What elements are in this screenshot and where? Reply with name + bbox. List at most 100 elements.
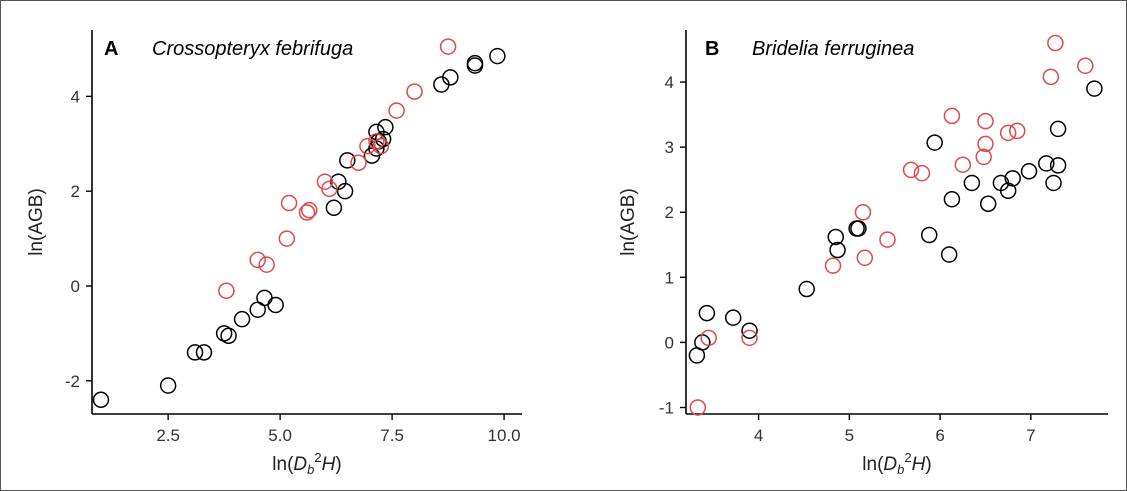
- panel-a: 2.5 5.0 7.5 10.0 -2 0 2 4 A Crossopteryx febrif…: [26, 30, 522, 477]
- panel-a-black-point: [374, 130, 392, 148]
- panel-a-red-point: [300, 201, 318, 219]
- panel-a-red-point: [278, 230, 296, 247]
- panel-a-black-point: [339, 152, 356, 169]
- panel-b-black-point: [798, 280, 815, 298]
- panel-b-black-point: [698, 304, 716, 322]
- panel-b-red-point: [902, 161, 920, 179]
- panel-b-red-point: [1008, 122, 1026, 140]
- panel-a-black-point: [466, 57, 484, 74]
- panel-b-black-point: [979, 195, 997, 213]
- panel-b-red-point: [975, 148, 992, 166]
- panel-b-red-point: [1077, 57, 1094, 75]
- panel-a-y-tick-label: 2: [71, 182, 80, 201]
- panel-b-red-point: [856, 249, 874, 267]
- panel-b-black-point: [1045, 174, 1062, 192]
- panel-b: 4 5 6 7 -1 0 1 2 3 4 B Bridelia ferruginea ln(Db2…: [618, 30, 1108, 477]
- panel-b-black-point: [1038, 155, 1055, 172]
- panel-b-red-point: [689, 399, 707, 416]
- panel-b-black-point: [827, 228, 844, 246]
- panel-a-black-point: [233, 310, 251, 328]
- panel-b-black-point: [1049, 120, 1067, 138]
- panel-b-y-tick-label: 4: [665, 73, 674, 92]
- panel-a-red-point: [372, 137, 390, 155]
- panel-b-red-point: [913, 164, 931, 182]
- panel-b-black-point: [1020, 162, 1038, 180]
- panel-a-black-point: [377, 118, 394, 136]
- panel-b-black-point: [1004, 170, 1021, 187]
- panel-b-black-point: [926, 134, 943, 151]
- panel-b-black-point: [829, 241, 846, 259]
- panel-a-x-tick-label: 2.5: [156, 426, 180, 445]
- panel-b-black-point: [1049, 157, 1067, 174]
- panel-b-red-point: [1047, 34, 1064, 52]
- panel-a-red-point: [321, 180, 338, 198]
- panel-b-x-tick-label: 6: [935, 426, 944, 445]
- panel-b-red-point: [854, 203, 872, 221]
- panel-b-y-tick-label: 2: [665, 203, 674, 222]
- panel-a-red-point: [218, 282, 235, 299]
- panel-a-black-point: [220, 327, 237, 345]
- panel-a-red-point: [406, 83, 423, 100]
- panel-a-red-point: [249, 251, 266, 269]
- panel-a-black-point: [195, 344, 213, 361]
- panel-b-x-tick-label: 4: [754, 426, 763, 445]
- panel-b-red-point: [954, 156, 972, 173]
- panel-a-red-point: [298, 204, 316, 221]
- panel-b-letter: B: [705, 38, 719, 60]
- panel-a-black-point: [336, 182, 354, 200]
- panel-a-letter: A: [104, 38, 118, 60]
- panel-b-red-point: [824, 257, 842, 274]
- panel-a-black-point: [267, 296, 284, 314]
- panel-b-black-point: [963, 174, 981, 192]
- panel-a-y-tick-label: 0: [71, 277, 80, 296]
- panel-b-y-tick-label: 3: [665, 138, 674, 157]
- panel-b-x-tick-label: 5: [845, 426, 854, 445]
- panel-a-black-point: [186, 344, 204, 361]
- panel-b-red-point: [741, 329, 758, 347]
- panel-a-y-axis-title: ln(AGB): [26, 188, 47, 256]
- panel-b-red-point: [977, 112, 994, 130]
- panel-a-x-tick-label: 7.5: [380, 426, 404, 445]
- panel-b-black-point: [999, 182, 1017, 200]
- panel-a-black-point: [325, 199, 343, 217]
- panel-b-red-point: [943, 107, 961, 125]
- panel-b-y-tick-label: -1: [659, 398, 674, 417]
- panel-b-y-axis-title: ln(AGB): [618, 188, 639, 256]
- panel-b-black-point: [741, 322, 758, 339]
- panel-b-red-point: [1042, 68, 1060, 86]
- panel-a-black-point: [442, 69, 459, 86]
- panel-a-red-point: [258, 256, 275, 273]
- panel-a-x-tick-label: 5.0: [268, 426, 292, 445]
- panel-a-red-point: [388, 102, 405, 119]
- panel-b-black-point: [940, 246, 958, 263]
- panel-b-y-tick-label: 0: [665, 333, 674, 352]
- panel-b-black-point: [943, 190, 961, 208]
- panel-a-axes: [91, 30, 522, 415]
- panel-a-black-point: [159, 377, 177, 394]
- panel-b-black-point: [850, 220, 867, 237]
- panel-b-red-point: [999, 124, 1017, 142]
- panel-a-red-point: [439, 38, 457, 55]
- panel-a-y-tick-label: 4: [71, 87, 80, 106]
- panel-a-x-axis-title: ln(Db2H): [272, 450, 341, 477]
- panel-a-red-point: [368, 133, 385, 150]
- panel-b-red-point: [879, 231, 896, 248]
- panel-b-x-axis-title: ln(Db2H): [862, 450, 931, 477]
- panel-b-title: Bridelia ferruginea: [752, 38, 914, 60]
- panel-b-red-point: [700, 329, 717, 347]
- panel-a-black-point: [92, 391, 110, 409]
- panel-a-red-point: [350, 154, 367, 171]
- panel-b-red-point: [977, 135, 994, 153]
- panel-a-y-tick-label: -2: [65, 372, 80, 391]
- panel-b-axes: [685, 30, 1108, 415]
- panel-a-red-point: [359, 137, 376, 155]
- panel-b-black-point: [724, 309, 742, 326]
- panel-b-black-point: [1086, 80, 1103, 97]
- panel-a-black-point: [489, 47, 506, 65]
- panel-b-black-point: [920, 226, 938, 244]
- panel-b-x-tick-label: 7: [1026, 426, 1035, 445]
- panel-a-red-point: [280, 194, 298, 212]
- panel-a-title: Crossopteryx febrifuga: [152, 38, 353, 60]
